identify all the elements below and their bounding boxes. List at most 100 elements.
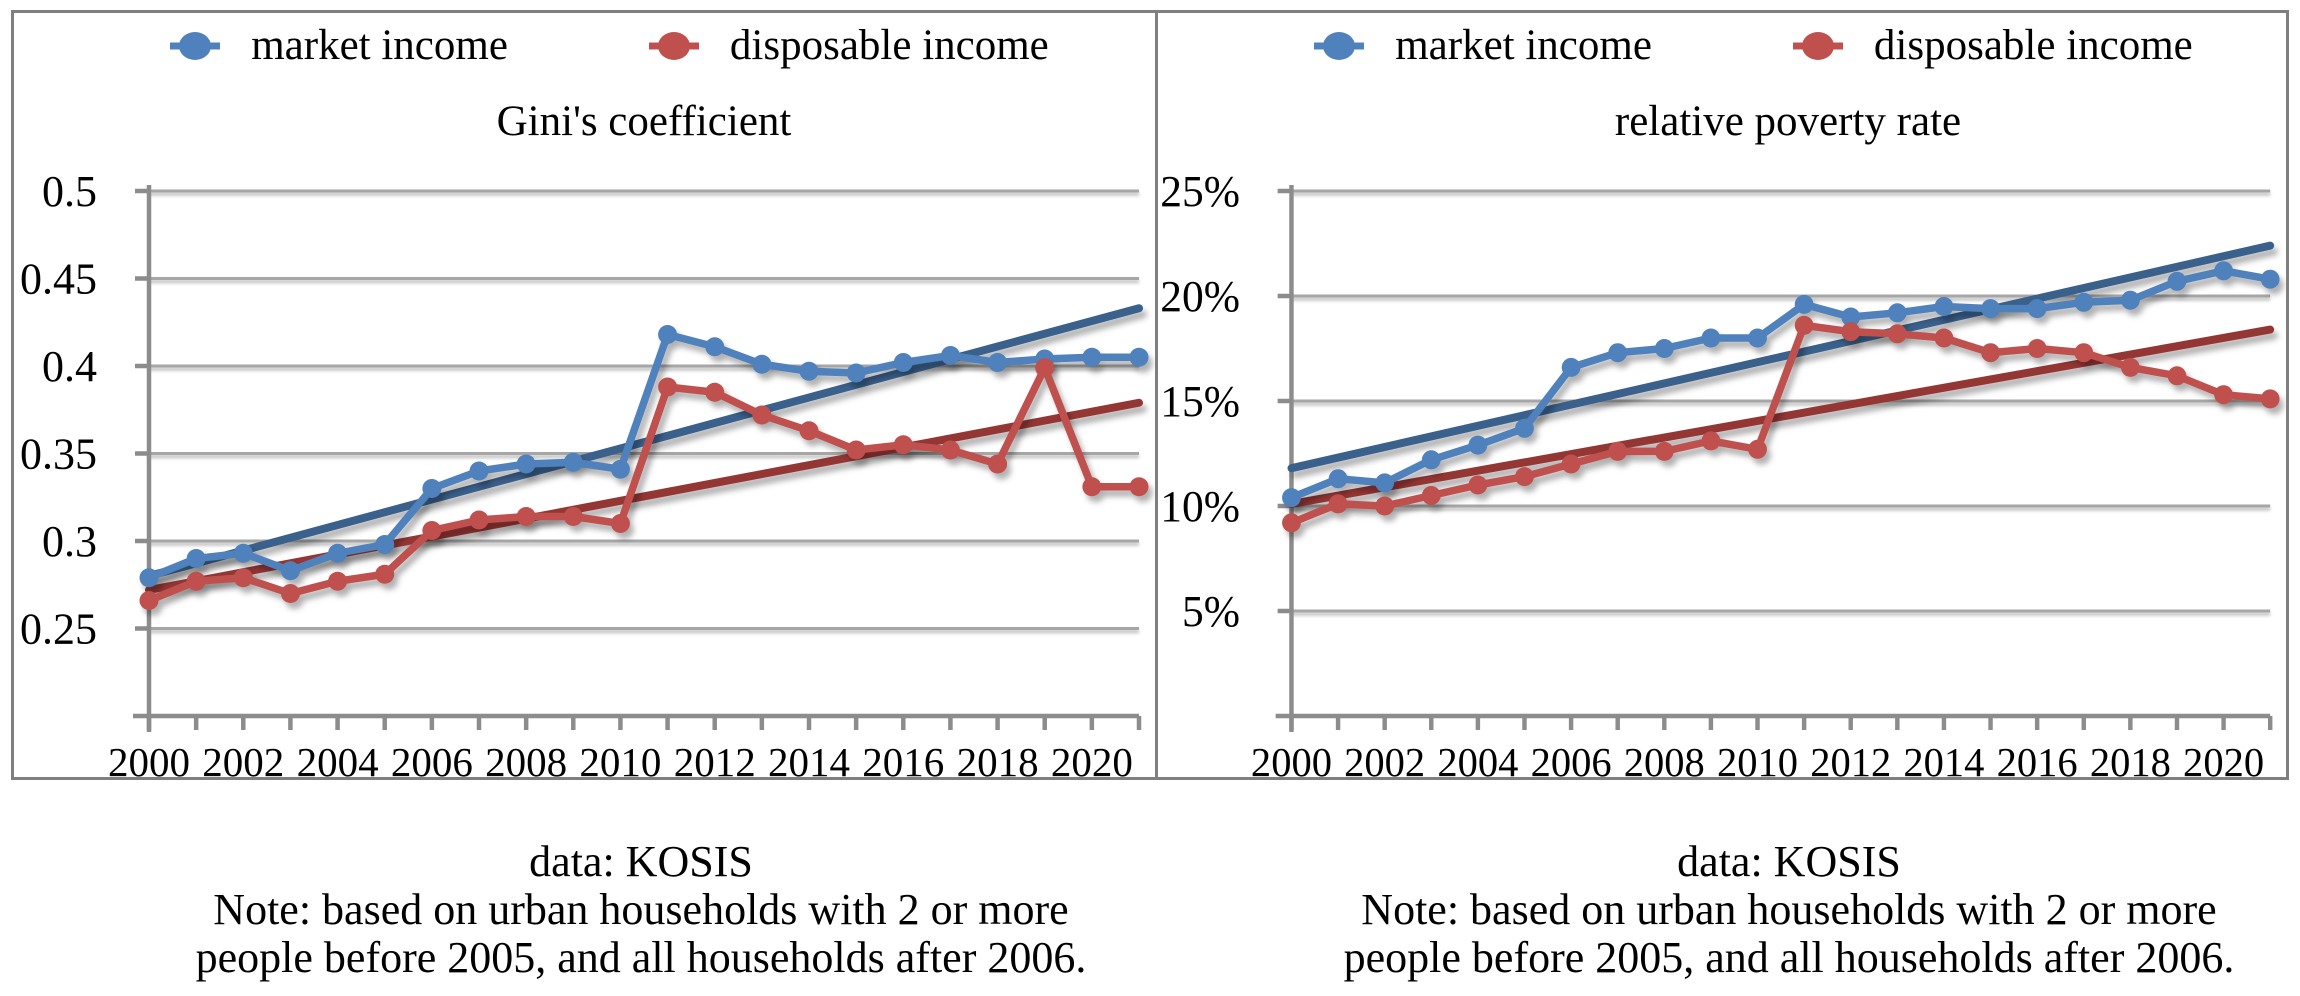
x-tick-label: 2004 xyxy=(297,739,379,777)
data-point xyxy=(1608,343,1628,363)
y-tick-label: 0.35 xyxy=(20,430,97,479)
gini-chart-caption: data: KOSIS Note: based on urban househo… xyxy=(146,838,1136,982)
legend: market income disposable income xyxy=(114,23,1104,69)
y-tick-label: 25% xyxy=(1160,168,1240,216)
data-point xyxy=(1515,418,1534,438)
data-point xyxy=(1934,328,1954,348)
data-point xyxy=(752,405,772,425)
x-tick-label: 2010 xyxy=(1717,740,1798,777)
data-point xyxy=(1701,328,1721,348)
data-point xyxy=(988,454,1008,474)
data-point xyxy=(516,454,536,474)
data-point xyxy=(1082,347,1102,367)
data-point xyxy=(1654,339,1674,358)
poverty-chart-panel: 25% 20% 15% 10% 5% 2000 2002 2004 2006 2008 2010 20… xyxy=(1158,10,2289,780)
legend: market income disposable income xyxy=(1258,23,2248,69)
data-point xyxy=(1841,322,1861,342)
legend-item-disposable-income: disposable income xyxy=(1792,23,2193,69)
data-point xyxy=(610,514,630,533)
legend-item-market-income: market income xyxy=(169,23,508,69)
data-point xyxy=(2074,343,2094,363)
gini-coefficient-chart: 0.5 0.45 0.4 0.35 0.3 0.25 2000 2002 2004 2006 200… xyxy=(20,167,1149,777)
data-point xyxy=(1129,477,1149,497)
data-point xyxy=(2120,290,2140,310)
x-tick-label: 2014 xyxy=(1903,740,1984,777)
caption-note-line1: Note: based on urban households with 2 o… xyxy=(1361,885,2217,934)
data-point xyxy=(1981,343,2000,363)
legend-label-market-income: market income xyxy=(251,22,508,69)
data-point xyxy=(1794,294,1814,314)
data-point xyxy=(1887,324,1907,344)
chart-title: Gini's coefficient xyxy=(496,98,792,145)
data-point xyxy=(1129,347,1149,367)
data-point xyxy=(139,591,159,610)
x-tick-label: 2006 xyxy=(391,739,473,777)
data-point xyxy=(422,521,442,540)
data-point xyxy=(469,510,489,530)
y-tick-label: 0.25 xyxy=(20,605,97,654)
data-point xyxy=(1654,441,1674,461)
caption-note-line2: people before 2005, and all households a… xyxy=(1343,933,2235,982)
y-tick-label: 0.4 xyxy=(42,342,97,391)
data-point xyxy=(2027,299,2047,319)
x-tick-label: 2000 xyxy=(1251,740,1332,777)
data-point xyxy=(280,584,300,603)
axes xyxy=(1275,185,2273,732)
market-income-line-marker-icon xyxy=(170,32,221,60)
caption-note-line1: Note: based on urban households with 2 o… xyxy=(213,885,1069,934)
legend-label-disposable-income: disposable income xyxy=(729,22,1049,69)
gini-chart-panel: 0.5 0.45 0.4 0.35 0.3 0.25 2000 2002 2004 2006 200… xyxy=(11,10,1158,780)
axes xyxy=(133,185,1142,732)
data-point xyxy=(233,568,253,588)
data-point xyxy=(1841,307,1861,327)
data-point xyxy=(469,461,489,481)
data-point xyxy=(2260,389,2280,409)
disposable-income-line-marker-icon xyxy=(1792,32,1843,60)
data-point xyxy=(1701,431,1721,451)
data-point xyxy=(1282,488,1301,508)
data-point xyxy=(1328,494,1348,514)
y-tick-label: 0.5 xyxy=(42,167,97,216)
x-tick-label: 2010 xyxy=(579,739,661,777)
market-income-line-marker-icon xyxy=(1314,32,1365,60)
data-point xyxy=(1328,469,1348,489)
data-point xyxy=(1794,315,1814,335)
data-point xyxy=(658,377,678,397)
caption-source: data: KOSIS xyxy=(529,837,753,886)
data-point xyxy=(563,507,583,526)
legend-item-market-income: market income xyxy=(1313,23,1652,69)
data-point xyxy=(2120,357,2140,377)
data-point xyxy=(705,337,725,357)
y-tick-label: 0.3 xyxy=(42,517,97,566)
data-point xyxy=(2167,271,2187,291)
trendline-disposable-income-linear-trend xyxy=(145,398,1143,594)
data-point xyxy=(328,571,348,591)
data-point xyxy=(375,535,395,554)
data-point xyxy=(1468,435,1488,455)
data-point xyxy=(2027,339,2047,358)
data-point xyxy=(610,459,630,479)
trendline-market-income-linear-trend xyxy=(1287,241,2275,473)
data-point xyxy=(799,361,819,381)
x-tick-label: 2018 xyxy=(957,739,1039,777)
x-tick-label: 2002 xyxy=(1344,740,1425,777)
data-point xyxy=(1035,358,1055,378)
data-point xyxy=(375,564,395,584)
poverty-chart-caption: data: KOSIS Note: based on urban househo… xyxy=(1297,838,2281,982)
legend-item-disposable-income: disposable income xyxy=(648,23,1049,69)
data-point xyxy=(752,354,772,374)
gridlines xyxy=(1291,189,2271,613)
data-point xyxy=(2214,261,2233,281)
data-point xyxy=(846,440,866,460)
data-point xyxy=(1887,303,1907,323)
data-point xyxy=(1282,513,1301,533)
gridlines xyxy=(149,189,1139,630)
y-tick-label: 20% xyxy=(1160,273,1240,321)
data-point xyxy=(2167,366,2187,386)
x-tick-label: 2020 xyxy=(1051,739,1133,777)
axis-labels: 25% 20% 15% 10% 5% 2000 2002 2004 2006 2008 2010 20… xyxy=(1160,168,2264,777)
data-point xyxy=(1934,297,1954,316)
caption-source: data: KOSIS xyxy=(1677,837,1901,886)
data-point xyxy=(1082,477,1102,497)
